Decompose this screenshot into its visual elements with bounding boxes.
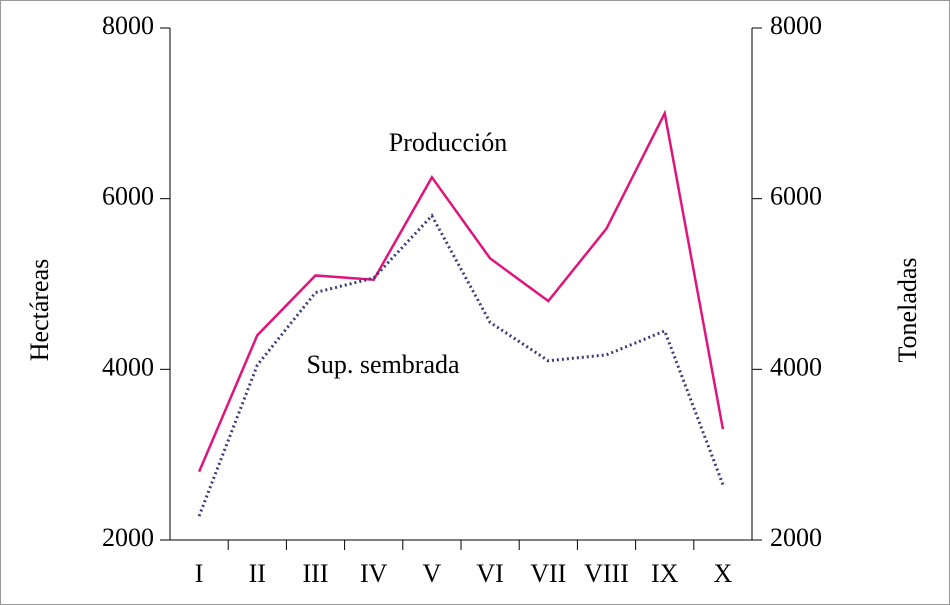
series-label: Producción: [389, 128, 507, 157]
x-tick-label: IX: [651, 559, 679, 588]
y-axis-label: Hectáreas: [25, 259, 54, 361]
y-tick-label: 4000: [102, 352, 154, 381]
x-tick-label: II: [249, 559, 266, 588]
x-tick-label: VII: [530, 559, 566, 588]
y-tick-label: 8000: [102, 11, 154, 40]
x-tick-label: I: [195, 559, 204, 588]
y2-tick-label: 6000: [770, 182, 822, 211]
series-line: [197, 109, 725, 473]
x-tick-label: III: [303, 559, 329, 588]
x-tick-label: V: [423, 559, 442, 588]
series-line: [197, 213, 725, 517]
x-tick-label: X: [714, 559, 733, 588]
x-tick-label: VI: [476, 559, 503, 588]
y2-axis-label: Toneladas: [893, 257, 922, 362]
x-tick-label: IV: [360, 559, 388, 588]
y2-tick-label: 2000: [770, 523, 822, 552]
series-label: Sup. sembrada: [306, 350, 460, 379]
y-tick-label: 6000: [102, 182, 154, 211]
x-tick-label: VIII: [584, 559, 629, 588]
y2-tick-label: 8000: [770, 11, 822, 40]
y2-tick-label: 4000: [770, 352, 822, 381]
y-tick-label: 2000: [102, 523, 154, 552]
